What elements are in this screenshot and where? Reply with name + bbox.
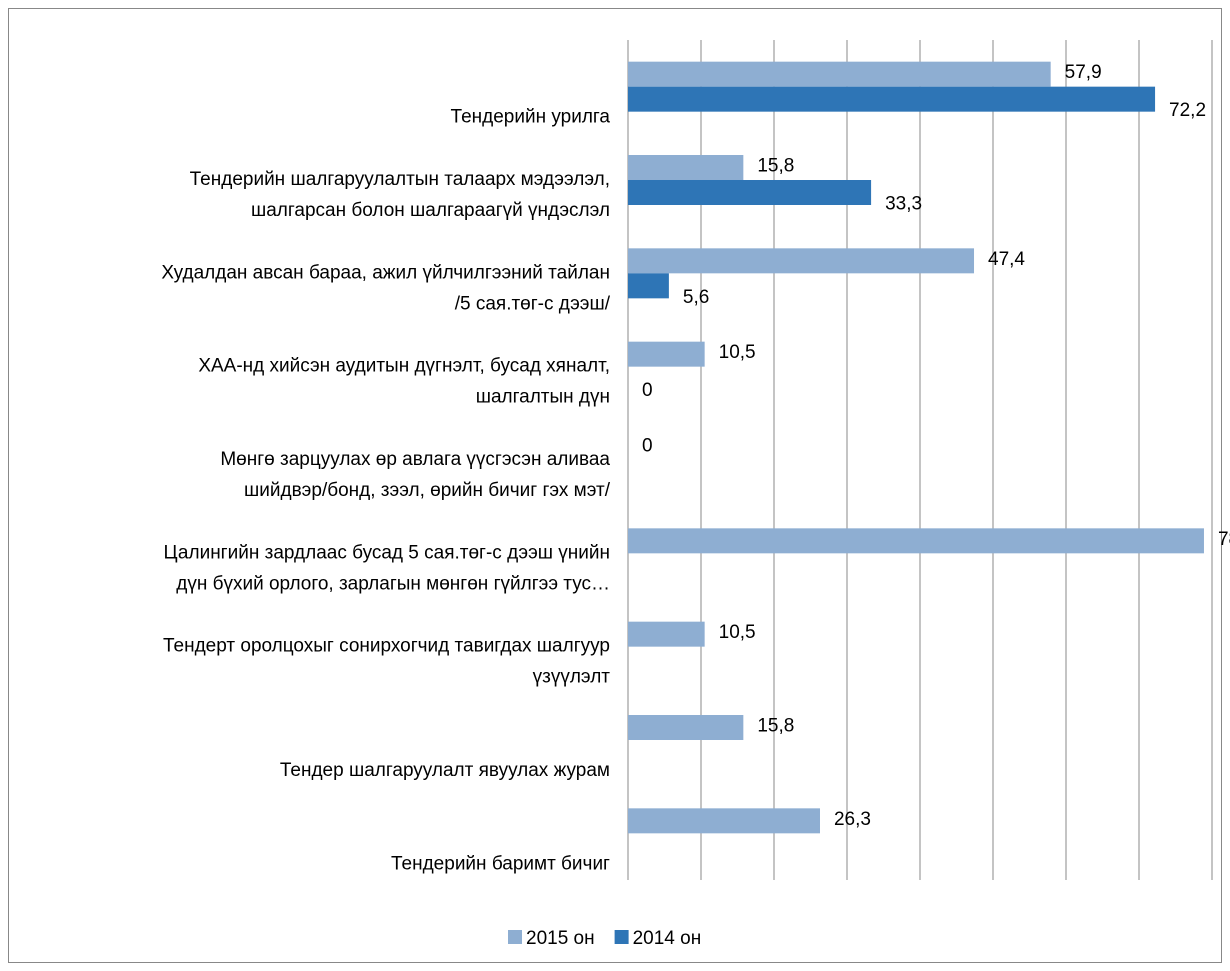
y-tick-label-line: Тендер шалгаруулалт явуулах журам — [280, 760, 610, 781]
y-tick-label-line: үзүүлэлт — [533, 667, 611, 688]
y-tick-label-line: Тендерийн баримт бичиг — [391, 853, 610, 874]
bar — [628, 808, 820, 834]
data-label: 33,3 — [885, 194, 922, 215]
data-label: 26,3 — [834, 809, 871, 830]
bar — [628, 86, 1156, 112]
bar — [628, 341, 705, 367]
bar — [628, 715, 744, 740]
bar — [628, 61, 1051, 87]
y-tick-label: Тендер шалгаруулалт явуулах журам — [280, 760, 610, 781]
y-tick-label-line: шалгалтын дүн — [476, 387, 610, 408]
y-tick-label-line: Тендерт оролцохыг сонирхогчид тавигдах ш… — [163, 636, 610, 657]
y-tick-label: Тендерийн урилга — [451, 107, 611, 128]
bar — [628, 248, 975, 274]
y-tick-label-line: дүн бүхий орлого, зарлагын мөнгөн гүйлгэ… — [176, 573, 610, 594]
y-tick-label: Тендерийн баримт бичиг — [391, 853, 610, 874]
chart-border — [8, 8, 1222, 963]
data-label: 10,5 — [719, 622, 756, 643]
y-tick-label: ХАА-нд хийсэн аудитын дүгнэлт, бусад хян… — [198, 356, 610, 408]
y-tick-label: Худалдан авсан бараа, ажил үйлчилгээний … — [161, 262, 610, 314]
y-tick-label-line: Цалингийн зардлаас бусад 5 сая.төг-с дээ… — [163, 542, 610, 563]
y-tick-label-line: шийдвэр/бонд, зээл, өрийн бичиг гэх мэт/ — [244, 480, 611, 501]
data-label: 0 — [642, 380, 653, 401]
y-tick-label-line: Тендерийн шалгаруулалтын талаарх мэдээлэ… — [190, 169, 610, 190]
legend-swatch — [508, 930, 522, 944]
bar — [628, 180, 872, 205]
data-label: 57,9 — [1065, 62, 1102, 83]
bar — [628, 621, 705, 647]
bar — [628, 155, 744, 180]
y-tick-label-line: Худалдан авсан бараа, ажил үйлчилгээний … — [161, 262, 610, 283]
data-label: 15,8 — [757, 156, 794, 177]
data-label: 72,2 — [1169, 100, 1206, 121]
y-tick-label: Мөнгө зарцуулах өр авлага үүсгэсэн алива… — [220, 449, 610, 501]
y-tick-label-line: Тендерийн урилга — [451, 107, 611, 128]
data-label: 15,8 — [757, 716, 794, 737]
y-tick-label: Цалингийн зардлаас бусад 5 сая.төг-с дээ… — [163, 542, 610, 594]
legend-label: 2015 он — [526, 928, 595, 949]
y-tick-label-line: /5 сая.төг-с дээш/ — [455, 293, 611, 314]
data-label: 78,9 — [1218, 529, 1230, 550]
y-tick-label-line: Мөнгө зарцуулах өр авлага үүсгэсэн алива… — [220, 449, 610, 470]
legend-swatch — [614, 930, 629, 944]
data-label: 0 — [642, 436, 653, 457]
data-label: 10,5 — [719, 342, 756, 363]
data-label: 47,4 — [988, 249, 1025, 270]
y-tick-label-line: ХАА-нд хийсэн аудитын дүгнэлт, бусад хян… — [198, 356, 610, 377]
bar — [628, 273, 669, 299]
y-tick-label-line: шалгарсан болон шалгараагүй үндэслэл — [251, 200, 610, 221]
legend-label: 2014 он — [633, 928, 702, 949]
data-label: 5,6 — [683, 287, 709, 308]
y-tick-label: Тендерийн шалгаруулалтын талаарх мэдээлэ… — [190, 169, 610, 221]
y-tick-label: Тендерт оролцохыг сонирхогчид тавигдах ш… — [163, 636, 610, 688]
bar — [628, 528, 1204, 554]
